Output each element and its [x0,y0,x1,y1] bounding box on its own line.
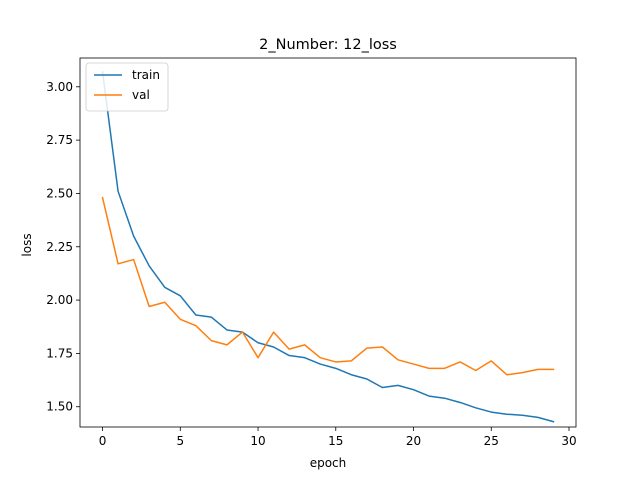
y-tick-label: 2.75 [46,133,73,147]
x-tick-label: 0 [99,434,107,448]
y-tick-label: 3.00 [46,80,73,94]
legend-label-val: val [132,88,150,102]
plot-area: 0 5 10 15 20 25 30 1.50 1.75 2.00 2.25 2.50 2.75 3.00… [46,57,577,448]
x-tick-label: 5 [176,434,184,448]
x-tick-label: 15 [328,434,343,448]
y-tick-label: 2.00 [46,293,73,307]
series-line-val [101,196,555,376]
x-tick-label: 20 [406,434,421,448]
chart-title: 2_Number: 12_loss [259,37,397,53]
legend-label-train: train [132,68,160,82]
x-axis-title: epoch [310,456,347,470]
y-axis-title: loss [20,233,34,256]
y-tick-label: 2.25 [46,240,73,254]
axes-frame [79,57,577,428]
series-line-train [101,71,555,423]
x-tick-label: 10 [250,434,265,448]
x-tick-label: 30 [561,434,576,448]
y-tick-label: 1.50 [46,400,73,414]
x-tick-label: 25 [484,434,499,448]
y-tick-label: 1.75 [46,346,73,360]
y-tick-label: 2.50 [46,186,73,200]
